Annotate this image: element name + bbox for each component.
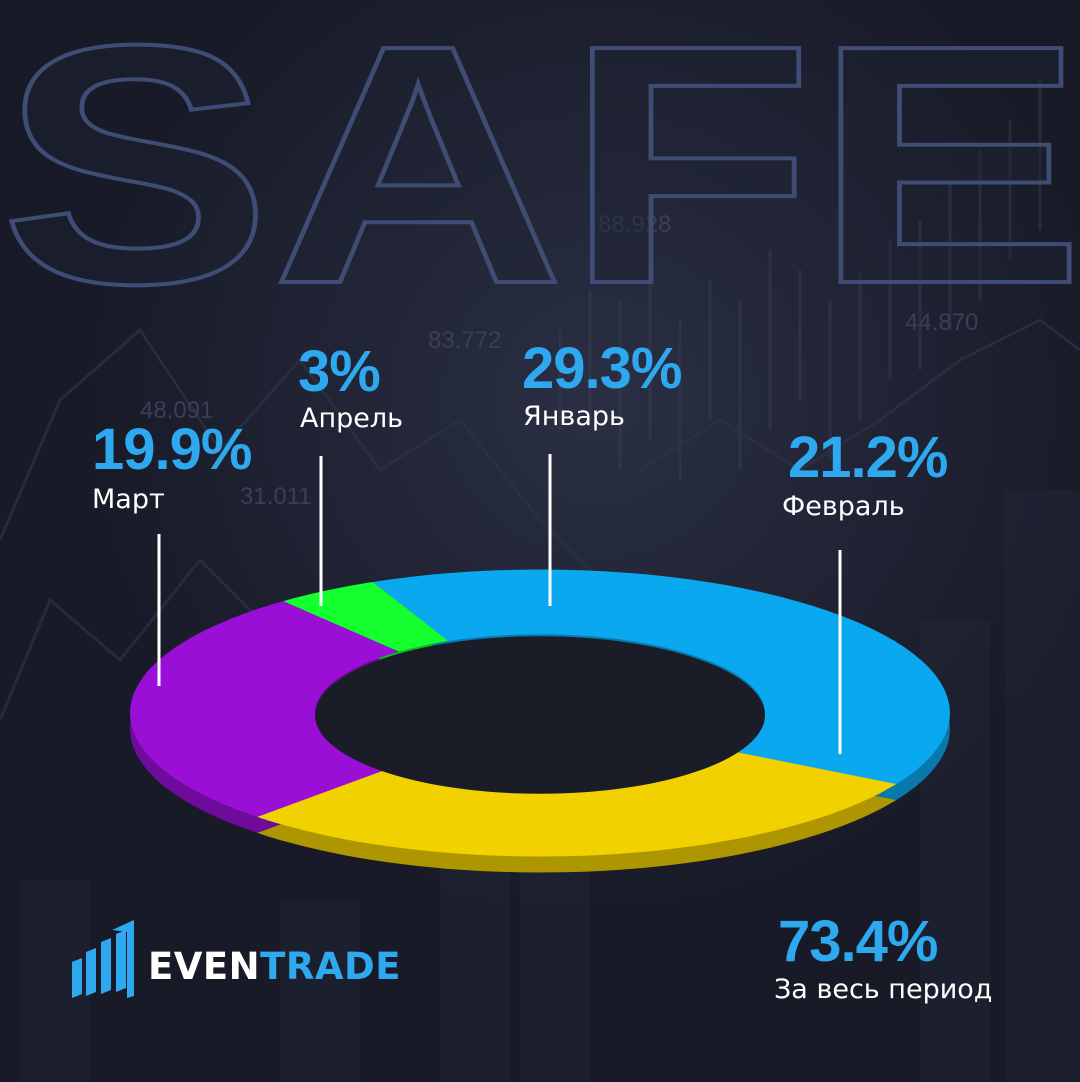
value-aprel: 3%: [298, 339, 381, 404]
value-fevral: 21.2%: [788, 425, 948, 490]
background-candles: [558, 80, 1042, 480]
eventrade-logo-icon: [72, 920, 134, 998]
background-numbers: 88.928 83.772 44.870 48.091 31.011: [140, 211, 978, 510]
eventrade-logo-text: EVENTRADE: [148, 948, 401, 985]
donut-slice-3: [130, 601, 400, 817]
donut-slice-2: [257, 751, 897, 857]
value-yanvar: 29.3%: [522, 336, 682, 401]
brand-part-trade: TRADE: [260, 945, 402, 988]
donut-chart: [130, 569, 950, 873]
label-yanvar: Январь: [523, 401, 625, 432]
bg-number-4: 48.091: [140, 397, 213, 424]
value-total: 73.4%: [778, 909, 938, 974]
bg-number-2: 83.772: [428, 327, 501, 354]
donut-hole: [315, 636, 765, 794]
donut-slice-4: [283, 582, 449, 652]
label-aprel: Апрель: [300, 403, 404, 434]
brand-part-even: EVEN: [148, 945, 261, 988]
background-zigzag: [0, 318, 1080, 721]
bg-number-3: 44.870: [905, 309, 978, 336]
label-total: За весь период: [774, 974, 993, 1005]
label-fevral: Февраль: [782, 491, 905, 522]
value-mart: 19.9%: [92, 417, 252, 482]
label-mart: Март: [92, 484, 165, 515]
bg-number-5: 31.011: [240, 483, 312, 510]
leader-lines: [157, 454, 842, 754]
bg-number-1: 88.928: [598, 211, 671, 238]
donut-slice-1: [372, 569, 950, 784]
background-word: SAFE: [0, 0, 1080, 355]
